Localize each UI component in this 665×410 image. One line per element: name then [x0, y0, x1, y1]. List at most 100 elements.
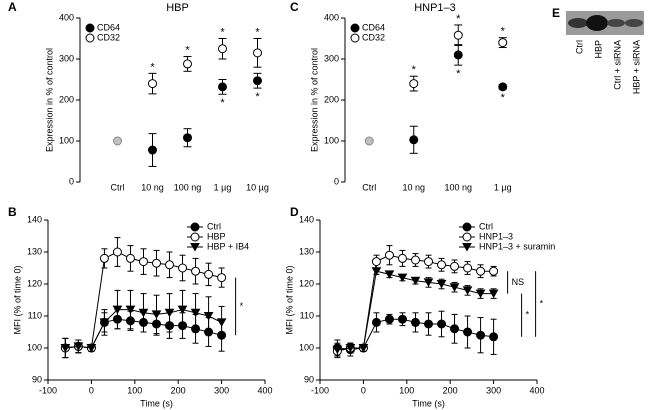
marker [178, 263, 188, 273]
marker [165, 260, 175, 270]
blot-band [607, 19, 625, 27]
x-tick-label: 300 [214, 385, 229, 395]
bracket-label: NS [512, 277, 525, 287]
y-axis-label: Expression in % of control [44, 48, 54, 152]
y-tick-label: 400 [324, 12, 339, 22]
x-tick-label: 100 [399, 385, 414, 395]
marker [476, 330, 486, 340]
marker [437, 260, 447, 270]
marker [371, 257, 381, 267]
significance: * [456, 68, 461, 80]
marker [253, 48, 262, 58]
x-tick-label: 1 µg [494, 182, 512, 192]
panel-letter: B [8, 205, 17, 219]
legend-marker [462, 232, 472, 242]
y-axis-label: MFI (% of time 0) [12, 265, 22, 334]
bracket-label: * [540, 298, 544, 308]
legend-marker [462, 243, 472, 252]
lane-label: HBP [593, 40, 603, 59]
legend-marker [350, 33, 360, 43]
y-tick-label: 100 [59, 135, 74, 145]
x-tick-label: 100 [127, 385, 142, 395]
marker [397, 314, 407, 324]
legend-marker [190, 222, 200, 232]
lane-label: Ctrl + siRNA [612, 40, 622, 90]
panel-letter: A [8, 0, 17, 14]
x-tick-label: 400 [529, 385, 544, 395]
marker [204, 269, 214, 279]
legend-label: CD64 [97, 22, 120, 32]
marker [152, 258, 161, 268]
y-tick-label: 140 [299, 214, 314, 224]
legend-label: HNP1–3 [479, 231, 513, 241]
marker [450, 324, 460, 334]
x-tick-label: 10 µg [246, 182, 269, 192]
marker [409, 79, 419, 89]
significance: * [255, 91, 260, 103]
marker [463, 327, 473, 337]
x-tick-label: Ctrl [362, 182, 376, 192]
marker [183, 133, 192, 143]
marker [463, 263, 473, 273]
marker [203, 312, 214, 321]
marker [358, 344, 369, 353]
legend-label: HBP [207, 231, 226, 241]
y-tick-label: 120 [27, 278, 42, 288]
marker [476, 266, 486, 276]
marker [453, 30, 463, 40]
y-axis-label: Expression in % of control [309, 48, 319, 152]
marker [216, 318, 227, 327]
y-tick-label: 100 [27, 342, 42, 352]
marker [453, 50, 463, 60]
panel-letter: E [552, 6, 560, 20]
marker [73, 342, 84, 351]
chart-title: HNP1–3 [414, 2, 456, 14]
x-tick-label: -100 [311, 385, 329, 395]
blot-band [568, 18, 588, 28]
y-tick-label: 200 [324, 94, 339, 104]
marker [371, 317, 381, 327]
x-tick-label: 0 [361, 385, 366, 395]
bracket-label: * [526, 310, 530, 320]
marker [218, 82, 227, 92]
marker [148, 79, 157, 89]
marker [112, 305, 123, 315]
marker [489, 332, 499, 342]
marker [489, 266, 499, 276]
legend-marker [85, 23, 95, 33]
legend-marker [190, 243, 200, 252]
panel-letter: C [290, 0, 299, 14]
significance: * [501, 92, 506, 104]
marker [397, 273, 408, 283]
y-tick-label: 130 [299, 246, 314, 256]
significance: * [501, 26, 506, 38]
significance: * [150, 61, 155, 73]
x-tick-label: 10 ng [402, 182, 425, 192]
chart-title: HBP [166, 2, 189, 14]
marker [112, 247, 122, 257]
legend-label: CD32 [362, 32, 385, 42]
marker [218, 44, 227, 54]
marker [384, 250, 394, 260]
legend-label: HNP1–3 + suramin [479, 241, 555, 251]
bracket-label: * [240, 301, 244, 311]
marker [410, 317, 420, 327]
legend-marker [462, 222, 472, 232]
lane-label: HBP + siRNA [631, 40, 641, 94]
marker [86, 344, 97, 353]
marker [498, 82, 508, 92]
y-tick-label: 0 [69, 176, 74, 186]
blot-band [625, 19, 643, 27]
legend-label: CD64 [362, 22, 385, 32]
marker [436, 280, 447, 289]
x-tick-label: 200 [171, 385, 186, 395]
marker [125, 253, 135, 263]
marker [138, 308, 149, 318]
lane-label: Ctrl [574, 40, 584, 54]
marker [151, 310, 162, 319]
marker [424, 319, 433, 329]
marker [475, 289, 486, 299]
y-tick-label: 110 [28, 310, 42, 320]
y-tick-label: 0 [334, 176, 339, 186]
